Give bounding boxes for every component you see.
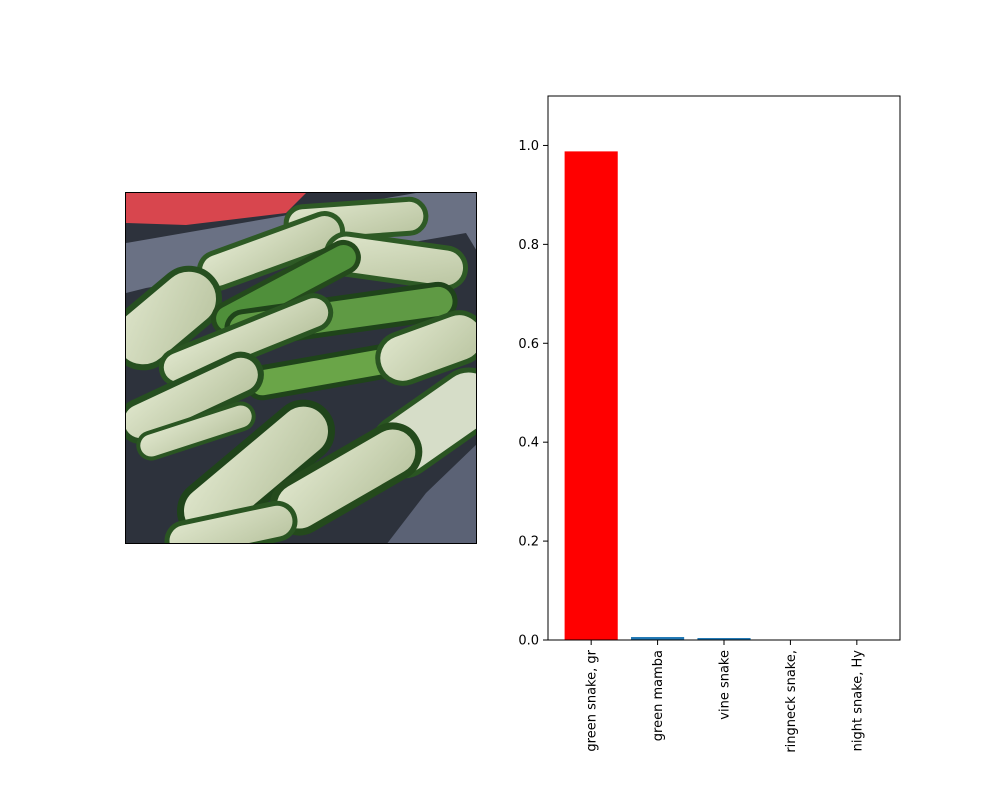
x-axis-ticks: green snake, gr green mamba vine snake ring… bbox=[585, 640, 865, 753]
bars bbox=[564, 151, 884, 640]
y-tick-label: 0.6 bbox=[518, 337, 539, 352]
y-tick-label: 1.0 bbox=[518, 139, 539, 154]
bar-0 bbox=[564, 151, 618, 640]
plot-frame bbox=[547, 95, 901, 641]
bar-1 bbox=[631, 637, 685, 640]
x-tick-label: green snake, gr bbox=[585, 649, 600, 751]
y-axis-ticks: 0.0 0.2 0.4 0.6 0.8 1.0 bbox=[518, 139, 548, 649]
input-image bbox=[125, 192, 477, 544]
y-tick-label: 0.0 bbox=[518, 634, 539, 649]
y-tick-label: 0.8 bbox=[518, 238, 539, 253]
bar-2 bbox=[697, 638, 751, 640]
x-tick-label: ringneck snake, bbox=[784, 650, 799, 753]
x-tick-label: vine snake bbox=[718, 650, 733, 720]
y-tick-label: 0.4 bbox=[518, 436, 539, 451]
y-tick-label: 0.2 bbox=[518, 535, 539, 550]
x-tick-label: night snake, Hy bbox=[850, 650, 865, 752]
zucchini-photo bbox=[126, 193, 476, 543]
x-tick-label: green mamba bbox=[651, 650, 666, 741]
